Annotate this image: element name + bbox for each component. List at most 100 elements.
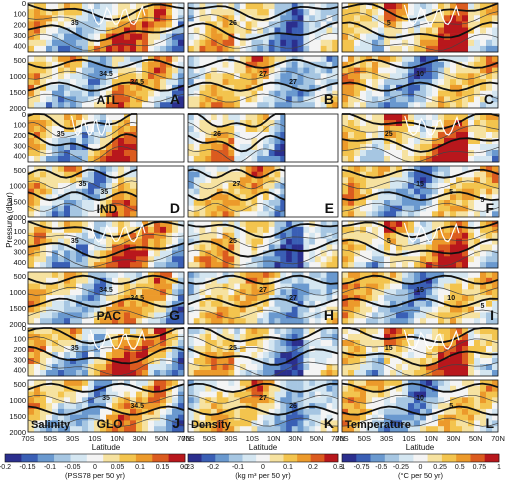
heatmap-cell (286, 420, 293, 427)
heatmap-cell (188, 144, 195, 151)
heatmap-cell (360, 211, 367, 218)
heatmap-cell (342, 27, 349, 34)
heatmap-cell (456, 90, 463, 97)
heatmap-cell (286, 102, 293, 109)
heatmap-cell (366, 262, 373, 269)
contour-label: 5 (387, 20, 391, 27)
heatmap-cell (274, 84, 281, 91)
contour-line (188, 113, 285, 128)
heatmap-cell (216, 84, 223, 91)
heatmap-cell (52, 150, 59, 157)
heatmap-cell (64, 3, 71, 10)
heatmap-cell (28, 188, 35, 195)
heatmap-cell (280, 194, 285, 201)
heatmap-cell (40, 67, 47, 74)
heatmap-cell (390, 144, 397, 151)
heatmap-cell (239, 156, 246, 163)
heatmap-cell (420, 3, 427, 10)
heatmap-cell (100, 238, 107, 245)
heatmap-cell (462, 102, 469, 109)
heatmap-cell (432, 150, 439, 157)
heatmap-cell (172, 15, 179, 22)
heatmap-cell (320, 391, 327, 398)
heatmap-cell (70, 250, 77, 257)
heatmap-cell (100, 150, 107, 157)
heatmap-cell (130, 380, 137, 387)
heatmap-cell (58, 188, 65, 195)
heatmap-cell (263, 364, 270, 371)
heatmap-cell (154, 79, 161, 86)
heatmap-cell (148, 96, 155, 103)
heatmap-cell (408, 9, 415, 16)
heatmap-cell (396, 272, 403, 279)
contour-label: 5 (480, 197, 484, 204)
heatmap-cell (82, 171, 89, 178)
contour-line (341, 202, 500, 212)
heatmap-cell (234, 67, 241, 74)
heatmap-cell (239, 380, 246, 387)
heatmap-cell (426, 183, 433, 189)
heatmap-cell (462, 250, 469, 257)
heatmap-cell (342, 15, 349, 22)
panel-blank-area (136, 113, 185, 163)
heatmap-cell (70, 205, 77, 212)
heatmap-cell (414, 102, 421, 109)
heatmap-cell (118, 73, 125, 80)
heatmap-cell (268, 391, 275, 398)
heatmap-cell (76, 283, 83, 290)
heatmap-cell (257, 114, 264, 121)
heatmap-cell (366, 56, 373, 63)
heatmap-cell (148, 295, 155, 302)
heatmap-cell (332, 340, 338, 347)
heatmap-cell (199, 295, 206, 302)
heatmap-cell (70, 200, 77, 206)
heatmap-cell (326, 306, 333, 313)
heatmap-cell (124, 138, 131, 145)
heatmap-cell (280, 403, 287, 410)
heatmap-cell (462, 370, 469, 377)
heatmap-cell (76, 352, 83, 359)
heatmap-cell (342, 21, 349, 28)
heatmap-cell (480, 45, 487, 53)
heatmap-cell (420, 200, 427, 206)
heatmap-cell (450, 96, 457, 103)
heatmap-cell (320, 283, 327, 290)
heatmap-cell (274, 244, 281, 251)
heatmap-cell (468, 27, 475, 34)
panel-A-lower (27, 55, 185, 109)
heatmap-cell (320, 79, 327, 86)
heatmap-cell (222, 283, 229, 290)
heatmap-cell (456, 346, 463, 353)
heatmap-cell (136, 306, 143, 313)
heatmap-cell (438, 90, 445, 97)
heatmap-cell (188, 21, 195, 28)
heatmap-cell (130, 39, 137, 47)
heatmap-cell (342, 289, 349, 296)
heatmap-cell (142, 426, 149, 433)
heatmap-cell (228, 385, 235, 392)
heatmap-cell (480, 211, 487, 218)
heatmap-cell (332, 397, 338, 404)
heatmap-cell (154, 385, 161, 392)
heatmap-cell (378, 166, 385, 172)
heatmap-cell (297, 391, 304, 398)
heatmap-cell (34, 426, 41, 433)
heatmap-cell (320, 9, 327, 16)
contour-label: 25 (229, 238, 237, 245)
heatmap-cell (34, 380, 41, 387)
heatmap-cell (234, 188, 241, 195)
panel-D-lower (27, 165, 185, 218)
heatmap-cell (462, 96, 469, 103)
heatmap-cell (426, 33, 433, 40)
heatmap-cell (297, 380, 304, 387)
heatmap-cell (291, 385, 298, 392)
heatmap-cell (130, 226, 137, 234)
heatmap-cell (456, 79, 463, 86)
heatmap-cell (124, 15, 131, 22)
contour-line (27, 274, 185, 285)
heatmap-cell (274, 200, 281, 206)
heatmap-cell (222, 205, 229, 212)
heatmap-cell (444, 90, 451, 97)
heatmap-cell (450, 200, 457, 206)
heatmap-cell (257, 364, 264, 371)
